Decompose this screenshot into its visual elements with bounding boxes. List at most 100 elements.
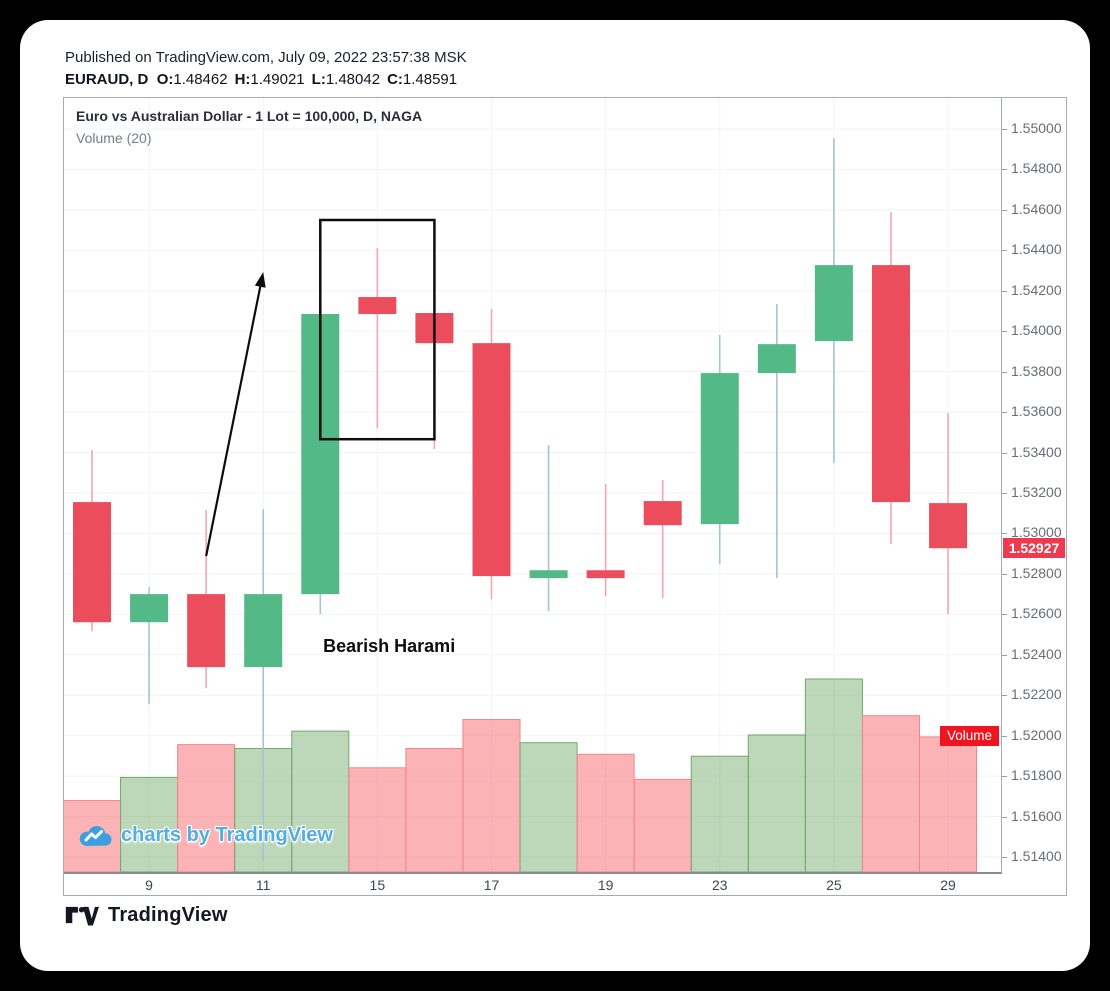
tick-dash	[1002, 573, 1007, 575]
tradingview-logo-icon	[65, 906, 99, 926]
chart-card: Published on TradingView.com, July 09, 2…	[20, 20, 1090, 971]
tick-dash	[1002, 654, 1007, 656]
candlestick-volume-chart: Bearish Harami	[64, 98, 1001, 872]
ohlc-high-label: H:	[234, 71, 251, 88]
ohlc-low-value: 1.48042	[325, 71, 381, 88]
candle-body	[73, 502, 111, 623]
price-tick: 1.54400	[1002, 241, 1066, 259]
volume-bar	[405, 747, 464, 872]
volume-bar	[633, 778, 692, 872]
date-tick-label: 25	[826, 877, 842, 893]
volume-bar	[919, 736, 978, 872]
date-tick-label: 19	[597, 877, 614, 893]
tick-label: 1.54400	[1011, 241, 1062, 258]
tick-label: 1.52200	[1011, 686, 1062, 703]
candle-body	[871, 265, 910, 503]
price-tick: 1.51400	[1002, 848, 1066, 866]
tick-label: 1.53400	[1011, 443, 1062, 460]
volume-bar	[690, 755, 749, 872]
tick-label: 1.51800	[1011, 767, 1062, 784]
tick-dash	[1002, 776, 1007, 778]
tick-dash	[1002, 735, 1007, 737]
indicator-label[interactable]: Volume (20)	[76, 130, 152, 146]
published-line: Published on TradingView.com, July 09, 2…	[65, 49, 467, 66]
ohlc-open-label: O:	[156, 71, 174, 88]
bearish-harami-label: Bearish Harami	[323, 636, 455, 656]
price-tick: 1.51600	[1002, 808, 1066, 826]
volume-bar	[576, 753, 635, 872]
price-tick: 1.52000	[1002, 727, 1066, 745]
brand-name: TradingView	[108, 903, 228, 926]
tick-dash	[1002, 129, 1007, 130]
tick-dash	[1002, 856, 1007, 858]
price-tick: 1.54800	[1002, 160, 1066, 178]
price-tick: 1.52800	[1002, 565, 1066, 583]
tick-dash	[1002, 614, 1007, 616]
price-tick: 1.54200	[1002, 282, 1066, 300]
last-price-badge: 1.52927	[1003, 538, 1065, 558]
trend-arrow	[205, 286, 262, 557]
price-tick: 1.54000	[1002, 322, 1066, 340]
tradingview-watermark[interactable]: charts by TradingView	[78, 823, 333, 848]
pane-title: Euro vs Australian Dollar - 1 Lot = 100,…	[76, 108, 423, 124]
price-tick: 1.54600	[1002, 201, 1066, 219]
tick-label: 1.55000	[1011, 120, 1062, 136]
candle-body	[529, 570, 568, 579]
candle-body	[187, 594, 226, 668]
volume-bar	[120, 776, 179, 872]
tick-dash	[1002, 695, 1007, 697]
volume-bar	[348, 767, 407, 872]
candle-body	[643, 501, 682, 526]
tick-label: 1.54200	[1011, 281, 1062, 298]
tick-dash	[1002, 209, 1007, 211]
candle-body	[757, 344, 796, 374]
price-tick: 1.53200	[1002, 484, 1066, 502]
volume-bar	[519, 742, 578, 872]
ohlc-close-label: C:	[387, 71, 403, 88]
ohlc-high-value: 1.49021	[250, 71, 305, 88]
volume-bar	[861, 715, 921, 872]
price-tick: 1.52600	[1002, 605, 1066, 623]
tradingview-attribution[interactable]: TradingView	[65, 901, 228, 929]
price-tick: 1.53800	[1002, 363, 1066, 381]
candle-body	[814, 265, 853, 342]
cloud-logo-icon	[79, 826, 112, 847]
candle-body	[472, 343, 511, 577]
volume-bar	[462, 719, 521, 872]
tick-label: 1.52800	[1011, 564, 1062, 581]
time-scale[interactable]: 9 11 15 17 19 23 25 29	[64, 875, 1066, 894]
tick-label: 1.52400	[1011, 645, 1062, 662]
symbol-name: EURAUD, D	[65, 71, 149, 88]
date-tick-label: 15	[369, 877, 386, 893]
tick-dash	[1002, 412, 1007, 414]
date-tick-label: 29	[940, 877, 956, 893]
tick-label: 1.54600	[1011, 200, 1062, 217]
date-tick-label: 17	[483, 877, 500, 893]
chart-plot-area: Bearish Harami Euro vs Australian Dollar…	[64, 98, 1002, 874]
tick-label: 1.54800	[1011, 160, 1062, 177]
tick-dash	[1002, 533, 1007, 535]
volume-bar	[291, 730, 350, 872]
tick-dash	[1002, 452, 1007, 454]
price-tick: 1.52400	[1002, 646, 1066, 664]
date-tick-label: 9	[145, 877, 153, 893]
tick-label: 1.51400	[1011, 847, 1062, 864]
watermark-text: charts by TradingView	[121, 824, 333, 846]
tick-dash	[1002, 371, 1007, 373]
price-tick: 1.53600	[1002, 403, 1066, 421]
ohlc-close-value: 1.48591	[402, 71, 458, 88]
tick-dash	[1002, 169, 1007, 171]
tick-label: 1.53800	[1011, 362, 1062, 379]
volume-value-badge: Volume	[939, 726, 999, 746]
symbol-ohlc-line: EURAUD, D O:1.48462 H:1.49021 L:1.48042 C:1…	[65, 71, 464, 88]
volume-bar	[177, 744, 236, 872]
ohlc-open-value: 1.48462	[173, 71, 228, 88]
tick-dash	[1002, 331, 1007, 333]
price-scale[interactable]: 1.52927 1.55000 1.54800 1.54600 1.54400 1.54…	[1002, 98, 1066, 872]
candle-body	[244, 594, 283, 668]
tick-label: 1.53600	[1011, 403, 1062, 420]
price-tick: 1.51800	[1002, 767, 1066, 785]
candle-body	[358, 297, 397, 315]
tick-dash	[1002, 492, 1007, 494]
date-tick-label: 11	[255, 877, 271, 893]
